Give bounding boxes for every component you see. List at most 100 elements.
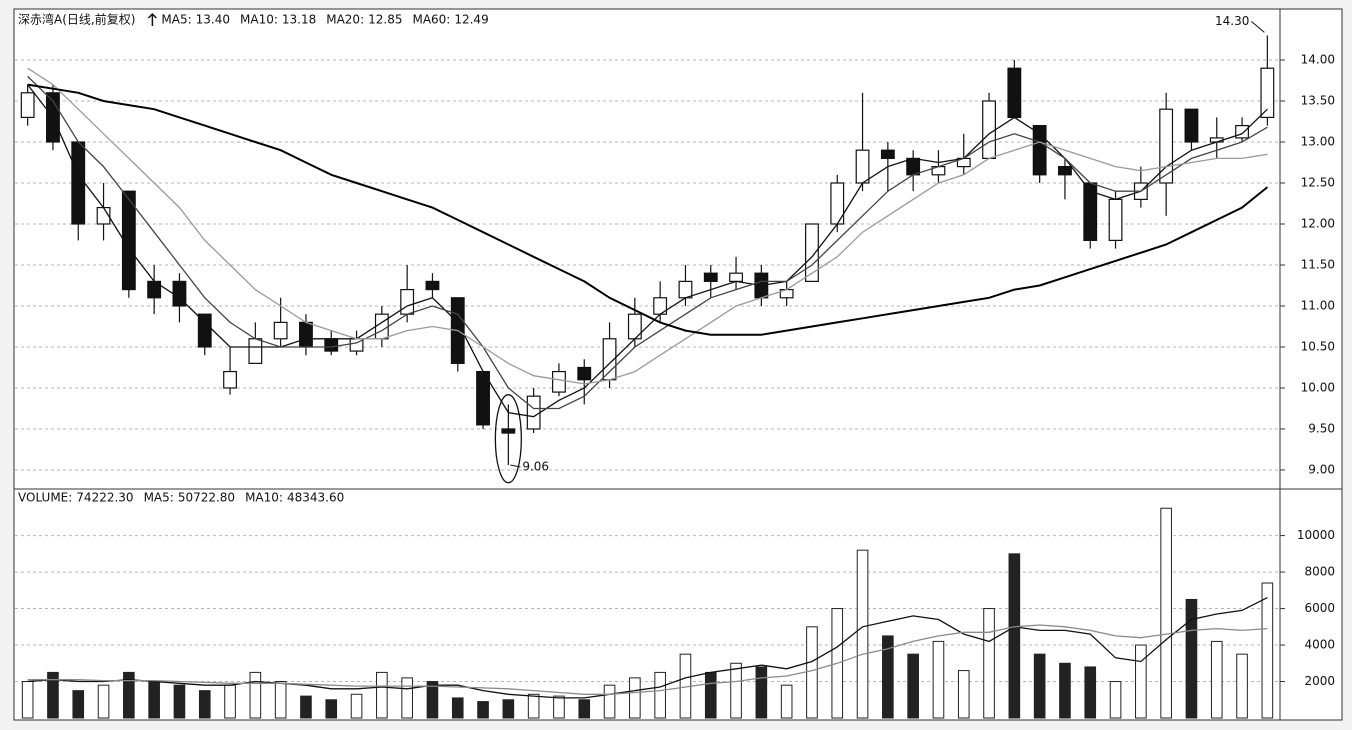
volume-bar [451, 697, 464, 719]
candle-body [1007, 67, 1022, 119]
ma-line [27, 84, 1268, 418]
candle-body [248, 338, 263, 364]
candle-body [501, 428, 516, 434]
legend-name: MA5: [161, 13, 191, 27]
volume-bar [983, 608, 995, 719]
legend-value: 48343.60 [287, 491, 344, 505]
candle-body [729, 272, 743, 282]
annotation-arrow [1251, 21, 1265, 33]
candle-body [982, 100, 996, 160]
ma-line [27, 67, 1268, 385]
volume-bar [856, 549, 869, 719]
volume-bar [1109, 681, 1122, 719]
candle-body [855, 149, 870, 184]
y-tick-label: 12.50 [1301, 175, 1335, 189]
ma-line [27, 83, 1269, 336]
legend-name: VOLUME: [18, 491, 72, 505]
y-tick-label: 13.50 [1301, 94, 1335, 108]
volume-bar [350, 693, 363, 719]
y-tick-label: 9.50 [1308, 421, 1335, 435]
y-tick-label: 10000 [1297, 528, 1335, 542]
frame [13, 8, 1343, 721]
chart-title: 深赤湾A(日线,前复权) [18, 12, 135, 27]
volume-bar [426, 681, 439, 719]
candle-body [1108, 198, 1123, 241]
volume-bar [654, 671, 666, 719]
volume-bar [553, 695, 565, 719]
header-arrow [147, 12, 157, 26]
volume-bar [1135, 644, 1147, 719]
volume-bar [806, 626, 818, 719]
volume-bar [376, 671, 388, 719]
legend-name: MA10: [245, 491, 283, 505]
legend-value: 12.49 [454, 13, 488, 27]
candle-body [197, 313, 212, 348]
volume-bar [1185, 598, 1198, 719]
candle-body [526, 395, 541, 430]
annotation-circle [494, 394, 523, 484]
volume-bar [603, 684, 616, 719]
candle-body [552, 370, 566, 393]
volume-bar [882, 635, 894, 719]
candle-body [425, 280, 440, 291]
volume-bar [249, 671, 262, 719]
volume-bar [527, 693, 540, 719]
volume-bar [704, 671, 717, 719]
candle-body [1032, 125, 1047, 176]
volume-bar [780, 684, 793, 719]
volume-bar [755, 666, 768, 719]
y-tick-label: 13.00 [1301, 135, 1335, 149]
volume-bar [1236, 653, 1248, 719]
candle-body [1260, 67, 1275, 119]
candle-body [223, 370, 237, 389]
candle-body [577, 366, 592, 381]
volume-bar [123, 671, 135, 719]
y-tick-label: 11.00 [1301, 298, 1335, 312]
y-tick-label: 9.00 [1308, 462, 1335, 476]
volume-bar [72, 690, 85, 719]
y-tick-label: 14.00 [1301, 53, 1335, 67]
volume-bar [224, 684, 236, 719]
candle-body [906, 157, 921, 176]
legend-value: 12.85 [368, 13, 402, 27]
y-tick-label: 10.00 [1301, 380, 1335, 394]
candle-body [1058, 166, 1072, 176]
volume-bar [47, 671, 59, 719]
y-tick-label: 11.50 [1301, 257, 1335, 271]
volume-bar [907, 653, 919, 719]
volume-bar [730, 662, 742, 719]
legend-name: MA5: [144, 491, 174, 505]
candle-body [880, 149, 895, 160]
candle-body [299, 321, 313, 348]
candle-body [273, 321, 288, 340]
volume-bar [325, 699, 338, 719]
candle-body [678, 280, 693, 299]
volume-bar [1033, 653, 1046, 719]
volume-bar [477, 701, 489, 719]
candle-body [1184, 108, 1199, 143]
ma-line [27, 75, 1268, 410]
legend-name: MA60: [412, 13, 450, 27]
volume-bar [1160, 507, 1172, 719]
annotation: 9.06 [522, 460, 549, 474]
legend-value: 74222.30 [76, 491, 133, 505]
volume-bar [401, 677, 413, 719]
volume-bar [578, 699, 591, 719]
volume-bar [198, 690, 211, 719]
candle-body [703, 272, 718, 282]
legend-name: MA10: [240, 13, 278, 27]
candle-body [71, 141, 86, 225]
legend-name: MA20: [326, 13, 364, 27]
volume-bar [148, 681, 160, 719]
volume-bar [21, 681, 34, 719]
volume-bar [1084, 666, 1097, 719]
volume-bar [1059, 662, 1071, 719]
volume-bar [1008, 553, 1021, 719]
ma-line [27, 597, 1268, 699]
volume-bar [97, 684, 110, 719]
y-tick-label: 6000 [1304, 601, 1335, 615]
volume-bar [1261, 582, 1274, 719]
candle-body [20, 92, 35, 119]
legend-value: 50722.80 [178, 491, 235, 505]
